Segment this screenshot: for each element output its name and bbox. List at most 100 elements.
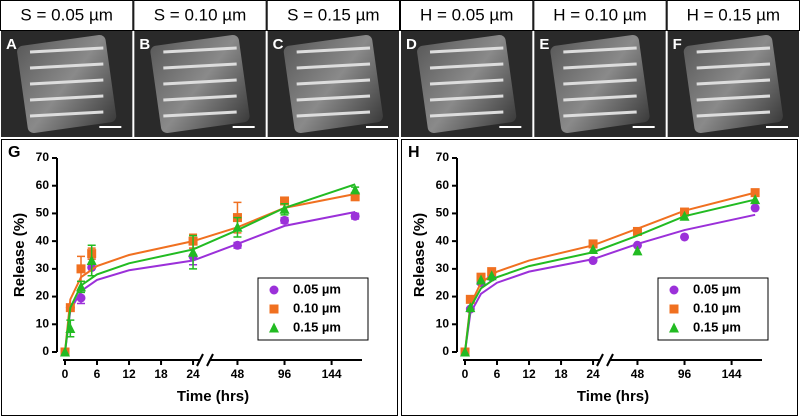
y-tick-label: 40 (436, 233, 450, 247)
y-tick-label: 60 (436, 178, 450, 192)
marker (232, 240, 242, 250)
y-tick-label: 40 (36, 233, 50, 247)
scaffold-ridge (429, 110, 504, 118)
marker (60, 346, 70, 357)
marker (750, 194, 761, 205)
panel-title: H = 0.05 µm (420, 5, 513, 24)
marker (476, 274, 487, 285)
y-tick-label: 70 (436, 150, 450, 164)
marker (86, 255, 97, 266)
scaffold-ridge (563, 94, 637, 102)
marker (486, 270, 497, 281)
scaffold-ridge (429, 78, 504, 86)
scaffold-ridge (296, 110, 371, 118)
marker (680, 232, 690, 242)
scaffold-ridge (163, 110, 237, 118)
panel-letter: E (539, 36, 549, 53)
label-cell (400, 0, 534, 31)
y-axis-title: Release (%) (11, 213, 28, 297)
x-tick-label: 48 (631, 367, 645, 381)
marker (65, 322, 76, 333)
legend-label: 0.15 µm (293, 319, 341, 334)
y-tick-label: 10 (436, 316, 450, 330)
axis-break (196, 353, 204, 367)
label-cell (533, 0, 667, 31)
x-axis-title: Time (hrs) (177, 388, 249, 405)
legend-label: 0.05 µm (693, 281, 741, 296)
scaffold-ridge (29, 46, 104, 54)
legend-marker (269, 304, 279, 314)
legend-marker (269, 285, 279, 295)
x-tick-label: 6 (494, 367, 501, 381)
scaffold (150, 34, 250, 134)
axis-break (596, 353, 604, 367)
y-tick-label: 10 (36, 316, 50, 330)
scaffold-ridge (696, 78, 771, 86)
marker (350, 192, 360, 202)
legend-marker (669, 285, 679, 295)
marker (76, 281, 87, 292)
image-row: S = 0.05 µmA S = 0.10 µmB S = 0.15 µmC H = … (0, 0, 800, 137)
panel-title: S = 0.15 µm (287, 5, 379, 24)
marker (588, 239, 598, 249)
panel-title: S = 0.10 µm (154, 5, 246, 24)
marker (350, 211, 360, 221)
marker (232, 221, 243, 232)
x-tick-label: 0 (62, 367, 69, 381)
legend-marker (269, 322, 279, 333)
scaffold-ridge (29, 94, 104, 102)
panel-title: S = 0.05 µm (20, 5, 112, 24)
y-tick-label: 50 (36, 206, 50, 220)
scaffold-ridge (563, 78, 637, 86)
scaffold-ridge (696, 62, 771, 70)
x-tick-label: 96 (278, 367, 292, 381)
legend-marker (669, 322, 679, 333)
y-tick-label: 30 (436, 261, 450, 275)
panel-letter: D (406, 36, 417, 53)
scaffold-ridge (163, 62, 237, 70)
x-tick-label: 48 (231, 367, 245, 381)
panel-title: H = 0.15 µm (687, 5, 780, 24)
y-tick-label: 70 (36, 150, 50, 164)
y-axis-title: Release (%) (411, 213, 428, 297)
x-axis-title: Time (hrs) (577, 388, 649, 405)
legend-label: 0.10 µm (693, 300, 741, 315)
y-tick-label: 60 (36, 178, 50, 192)
marker (588, 256, 598, 266)
legend-label: 0.05 µm (293, 281, 341, 296)
chart-frame (401, 139, 798, 416)
legend-marker (669, 304, 679, 314)
scaffold-ridge (429, 62, 504, 70)
scaffold (17, 34, 117, 134)
x-tick-label: 0 (462, 367, 469, 381)
scaffold (550, 34, 650, 134)
x-tick-label: 18 (554, 367, 568, 381)
scaffold-ridge (696, 110, 771, 118)
marker (632, 240, 642, 250)
panel-letter: G (8, 144, 20, 161)
scaffold-ridge (296, 46, 371, 54)
scaffold-ridge (563, 46, 637, 54)
marker (588, 243, 599, 254)
axis-break (606, 353, 614, 367)
scaffold (417, 34, 517, 134)
panel-letter: C (273, 36, 284, 53)
label-cell (666, 0, 800, 31)
panel-letter: A (6, 36, 17, 53)
scaffold-ridge (563, 110, 637, 118)
marker (76, 293, 86, 303)
marker (679, 210, 690, 221)
x-tick-label: 6 (94, 367, 101, 381)
x-tick-label: 18 (154, 367, 168, 381)
scaffold-ridge (429, 94, 504, 102)
y-tick-label: 50 (436, 206, 450, 220)
scaffold-ridge (696, 46, 771, 54)
marker (465, 294, 475, 304)
scaffold-ridge (296, 94, 371, 102)
legend-label: 0.10 µm (293, 300, 341, 315)
scaffold-ridge (29, 110, 104, 118)
fit-curve (64, 183, 356, 353)
x-tick-label: 12 (122, 367, 136, 381)
